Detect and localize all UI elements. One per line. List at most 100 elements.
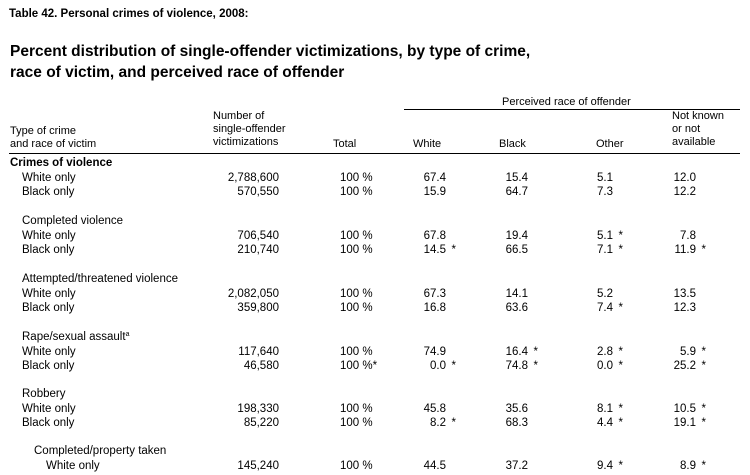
not-known-header-line-3: available bbox=[672, 136, 716, 148]
cell-number: 46,580 bbox=[243, 360, 279, 372]
number-header: Number of single-offender victimizations bbox=[213, 110, 286, 149]
black-header: Black bbox=[499, 138, 526, 150]
cell-not-known: 12.2 bbox=[674, 185, 706, 199]
cell-number: 359,800 bbox=[237, 302, 279, 314]
cell-other: 7.1 * bbox=[597, 243, 623, 257]
cell-flag: * bbox=[618, 346, 623, 358]
cell-value: 12.0 bbox=[673, 172, 696, 184]
cell-total: 100 % bbox=[340, 186, 373, 198]
cell-value: 14.5 bbox=[423, 244, 446, 256]
cell-total: 100 % bbox=[340, 244, 373, 256]
table-row: Black only 570,550 100 % 15.9 64.7 7.3 1… bbox=[0, 185, 750, 199]
cell-value: 7.1 bbox=[597, 244, 613, 256]
cell-white: 16.8 bbox=[424, 301, 456, 315]
cell-black: 68.3 bbox=[506, 416, 538, 430]
cell-black: 63.6 bbox=[506, 301, 538, 315]
cell-flag: * bbox=[701, 403, 706, 415]
cell-total: 100 % bbox=[340, 460, 373, 472]
cell-flag: * bbox=[533, 346, 538, 358]
cell-value: 35.6 bbox=[505, 403, 528, 415]
cell-not-known: 10.5 * bbox=[674, 402, 706, 416]
cell-other: 4.4 * bbox=[597, 416, 623, 430]
cell-value: 15.4 bbox=[505, 172, 528, 184]
row-label: White only bbox=[22, 403, 76, 415]
cell-black: 14.1 bbox=[506, 287, 538, 301]
row-label: Black only bbox=[22, 302, 75, 314]
cell-not-known: 12.3 bbox=[674, 301, 706, 315]
cell-other: 8.1 * bbox=[597, 402, 623, 416]
cell-flag: * bbox=[451, 244, 456, 256]
cell-not-known: 12.0 bbox=[674, 171, 706, 185]
footnote-a-marker: a bbox=[125, 331, 130, 338]
cell-flag: * bbox=[451, 360, 456, 372]
cell-flag: * bbox=[618, 230, 623, 242]
section-robbery: Robbery bbox=[22, 388, 66, 400]
cell-value: 7.8 bbox=[680, 230, 696, 242]
cell-value: 15.9 bbox=[423, 186, 446, 198]
cell-value: 37.2 bbox=[505, 460, 528, 472]
cell-value: 5.9 bbox=[680, 346, 696, 358]
not-known-header: Not known or not available bbox=[672, 110, 724, 149]
cell-value: 66.5 bbox=[505, 244, 528, 256]
cell-other: 7.3 bbox=[597, 185, 623, 199]
cell-other: 5.2 bbox=[597, 287, 623, 301]
cell-value: 45.8 bbox=[423, 403, 446, 415]
cell-value: 19.4 bbox=[505, 230, 528, 242]
cell-number: 198,330 bbox=[237, 403, 279, 415]
table-title-line-1: Percent distribution of single-offender … bbox=[10, 43, 531, 60]
table-row: Black only 210,740 100 % 14.5 * 66.5 7.1 *… bbox=[0, 243, 750, 257]
section-rape-sexual-assault: Rape/sexual assaulta bbox=[22, 330, 129, 344]
cell-value: 4.4 bbox=[597, 417, 613, 429]
row-label: Black only bbox=[22, 417, 75, 429]
cell-white: 44.5 bbox=[424, 459, 456, 473]
cell-black: 35.6 bbox=[506, 402, 538, 416]
cell-value: 16.8 bbox=[423, 302, 446, 314]
cell-flag: * bbox=[701, 417, 706, 429]
cell-total: 100 % bbox=[340, 288, 373, 300]
cell-total: 100 % bbox=[340, 302, 373, 314]
cell-value: 0.0 bbox=[430, 360, 446, 372]
cell-other: 7.4 * bbox=[597, 301, 623, 315]
cell-white: 67.4 bbox=[424, 171, 456, 185]
cell-value: 74.9 bbox=[423, 346, 446, 358]
total-header: Total bbox=[333, 138, 357, 150]
row-label: Black only bbox=[22, 360, 75, 372]
cell-total: 100 % bbox=[340, 403, 373, 415]
cell-white: 67.8 bbox=[424, 229, 456, 243]
white-header: White bbox=[413, 138, 442, 150]
type-of-crime-header: Type of crime and race of victim bbox=[10, 125, 96, 151]
table-title-line-2: race of victim, and perceived race of of… bbox=[10, 64, 345, 81]
cell-black: 15.4 bbox=[506, 171, 538, 185]
type-of-crime-header-line-2: and race of victim bbox=[10, 138, 97, 150]
table-label: Table 42. Personal crimes of violence, 2… bbox=[9, 8, 249, 20]
cell-white: 74.9 bbox=[424, 345, 456, 359]
cell-other: 9.4 * bbox=[597, 459, 623, 473]
cell-number: 210,740 bbox=[237, 244, 279, 256]
row-label: Black only bbox=[22, 244, 75, 256]
cell-other: 5.1 bbox=[597, 171, 623, 185]
cell-number: 706,540 bbox=[237, 230, 279, 242]
cell-value: 14.1 bbox=[505, 288, 528, 300]
cell-value: 7.3 bbox=[597, 186, 613, 198]
cell-other: 2.8 * bbox=[597, 345, 623, 359]
row-label: White only bbox=[22, 346, 76, 358]
cell-flag: * bbox=[701, 360, 706, 372]
table-title: Percent distribution of single-offender … bbox=[10, 41, 530, 83]
perceived-race-header: Perceived race of offender bbox=[502, 96, 631, 108]
cell-value: 8.2 bbox=[430, 417, 446, 429]
table-row: White only 198,330 100 % 45.8 35.6 8.1 * … bbox=[0, 402, 750, 416]
cell-value: 8.9 bbox=[680, 460, 696, 472]
cell-black: 16.4 * bbox=[506, 345, 538, 359]
cell-value: 74.8 bbox=[505, 360, 528, 372]
table-row: Black only 85,220 100 % 8.2 * 68.3 4.4 * 1… bbox=[0, 416, 750, 430]
cell-white: 8.2 * bbox=[430, 416, 456, 430]
section-crimes-of-violence: Crimes of violence bbox=[10, 157, 113, 169]
section-attempted-threatened-violence: Attempted/threatened violence bbox=[22, 273, 178, 285]
cell-value: 12.2 bbox=[673, 186, 696, 198]
cell-flag: * bbox=[701, 244, 706, 256]
row-label: White only bbox=[22, 172, 76, 184]
number-header-line-1: Number of bbox=[213, 110, 265, 122]
cell-value: 7.4 bbox=[597, 302, 613, 314]
row-label: White only bbox=[22, 288, 76, 300]
cell-value: 16.4 bbox=[505, 346, 528, 358]
